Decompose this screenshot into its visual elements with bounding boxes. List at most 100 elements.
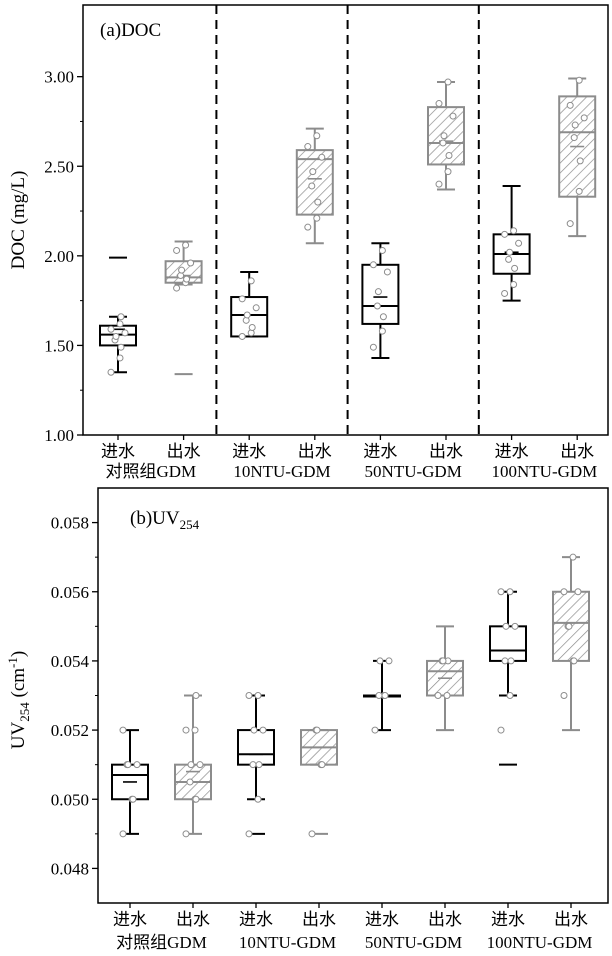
data-point bbox=[116, 354, 124, 362]
x-group-label: 10NTU-GDM bbox=[239, 933, 336, 952]
x-group-label: 对照组GDM bbox=[116, 933, 207, 952]
x-category-label: 进水 bbox=[365, 910, 399, 929]
data-point bbox=[259, 726, 267, 734]
y-tick-label: 1.50 bbox=[44, 336, 74, 355]
data-point bbox=[245, 692, 253, 699]
data-point bbox=[187, 761, 195, 769]
data-point bbox=[249, 761, 257, 769]
panel-a-dividers bbox=[215, 5, 480, 435]
x-category-label: 进水 bbox=[363, 442, 397, 461]
panel-b-label: (b)UV254 bbox=[130, 508, 200, 532]
data-point bbox=[309, 168, 317, 176]
data-point bbox=[574, 588, 582, 596]
data-point bbox=[502, 622, 510, 630]
data-point bbox=[369, 261, 377, 269]
data-point bbox=[497, 726, 505, 734]
data-point bbox=[182, 830, 190, 838]
data-point bbox=[124, 761, 132, 769]
data-point bbox=[385, 657, 393, 665]
data-point bbox=[178, 266, 186, 274]
data-point bbox=[434, 692, 442, 699]
data-point bbox=[566, 220, 574, 228]
data-point bbox=[314, 198, 322, 206]
panel-b-boxes bbox=[111, 553, 590, 838]
data-point bbox=[318, 153, 326, 161]
data-point bbox=[375, 692, 383, 699]
data-point bbox=[252, 304, 260, 312]
data-point bbox=[383, 268, 391, 276]
data-point bbox=[247, 277, 255, 285]
data-point bbox=[570, 134, 578, 142]
y-tick-label: 0.058 bbox=[51, 514, 89, 533]
data-point bbox=[308, 182, 316, 190]
data-point bbox=[378, 246, 386, 254]
x-category-label: 进水 bbox=[239, 910, 273, 929]
y-tick-label: 0.052 bbox=[51, 721, 89, 740]
data-point bbox=[373, 302, 381, 310]
data-point bbox=[575, 187, 583, 195]
x-group-label: 100NTU-GDM bbox=[492, 462, 598, 481]
data-point bbox=[304, 223, 312, 231]
data-point bbox=[569, 553, 577, 561]
x-category-label: 出水 bbox=[554, 910, 588, 929]
data-point bbox=[117, 313, 125, 321]
x-category-label: 出水 bbox=[429, 442, 463, 461]
data-point bbox=[313, 726, 321, 734]
panel-a-frame bbox=[82, 4, 609, 436]
data-point bbox=[376, 657, 384, 665]
data-point bbox=[580, 114, 588, 122]
data-point bbox=[183, 275, 191, 283]
data-point bbox=[506, 248, 514, 256]
data-point bbox=[576, 157, 584, 165]
data-point bbox=[501, 657, 509, 665]
y-tick-label: 0.054 bbox=[51, 652, 90, 671]
data-point bbox=[107, 325, 115, 333]
data-point bbox=[435, 100, 443, 108]
data-point bbox=[501, 230, 509, 238]
data-point bbox=[497, 588, 505, 596]
x-group-label: 50NTU-GDM bbox=[365, 462, 462, 481]
data-point bbox=[381, 692, 389, 699]
data-point bbox=[506, 692, 514, 699]
data-point bbox=[571, 121, 579, 129]
data-point bbox=[318, 761, 326, 769]
y-tick-label: 1.00 bbox=[44, 426, 74, 445]
y-tick-label: 3.00 bbox=[44, 68, 74, 87]
box bbox=[237, 729, 275, 766]
x-category-label: 出水 bbox=[302, 910, 336, 929]
panel-b-y-axis: 0.048 0.050 0.052 0.054 0.056 0.058 bbox=[51, 514, 98, 878]
x-category-label: 出水 bbox=[298, 442, 332, 461]
y-tick-label: 0.050 bbox=[51, 790, 89, 809]
data-point bbox=[511, 622, 519, 630]
data-point bbox=[515, 239, 523, 247]
data-point bbox=[570, 657, 578, 665]
data-point bbox=[238, 332, 246, 340]
x-category-label: 进水 bbox=[101, 442, 135, 461]
data-point bbox=[444, 78, 452, 86]
y-tick-label: 2.00 bbox=[44, 247, 74, 266]
data-point bbox=[440, 132, 448, 140]
data-point bbox=[313, 214, 321, 222]
data-point bbox=[254, 795, 262, 803]
y-tick-label: 0.056 bbox=[51, 583, 89, 602]
panel-a-boxes bbox=[99, 76, 597, 376]
panel-a-label: (a)DOC bbox=[100, 20, 161, 41]
data-point bbox=[505, 255, 513, 263]
data-point bbox=[182, 241, 190, 249]
data-point bbox=[133, 761, 141, 769]
data-point bbox=[245, 830, 253, 838]
data-point bbox=[511, 264, 519, 272]
y-tick-label: 2.50 bbox=[44, 157, 74, 176]
data-point bbox=[439, 139, 447, 147]
data-point bbox=[501, 289, 509, 297]
data-point bbox=[186, 778, 194, 786]
data-point bbox=[565, 622, 573, 630]
data-point bbox=[313, 132, 321, 140]
panel-a-y-axis: 1.00 1.50 2.00 2.50 3.00 bbox=[44, 68, 83, 445]
data-point bbox=[304, 143, 312, 151]
data-point bbox=[510, 227, 518, 235]
data-point bbox=[129, 795, 137, 803]
data-point bbox=[445, 152, 453, 159]
